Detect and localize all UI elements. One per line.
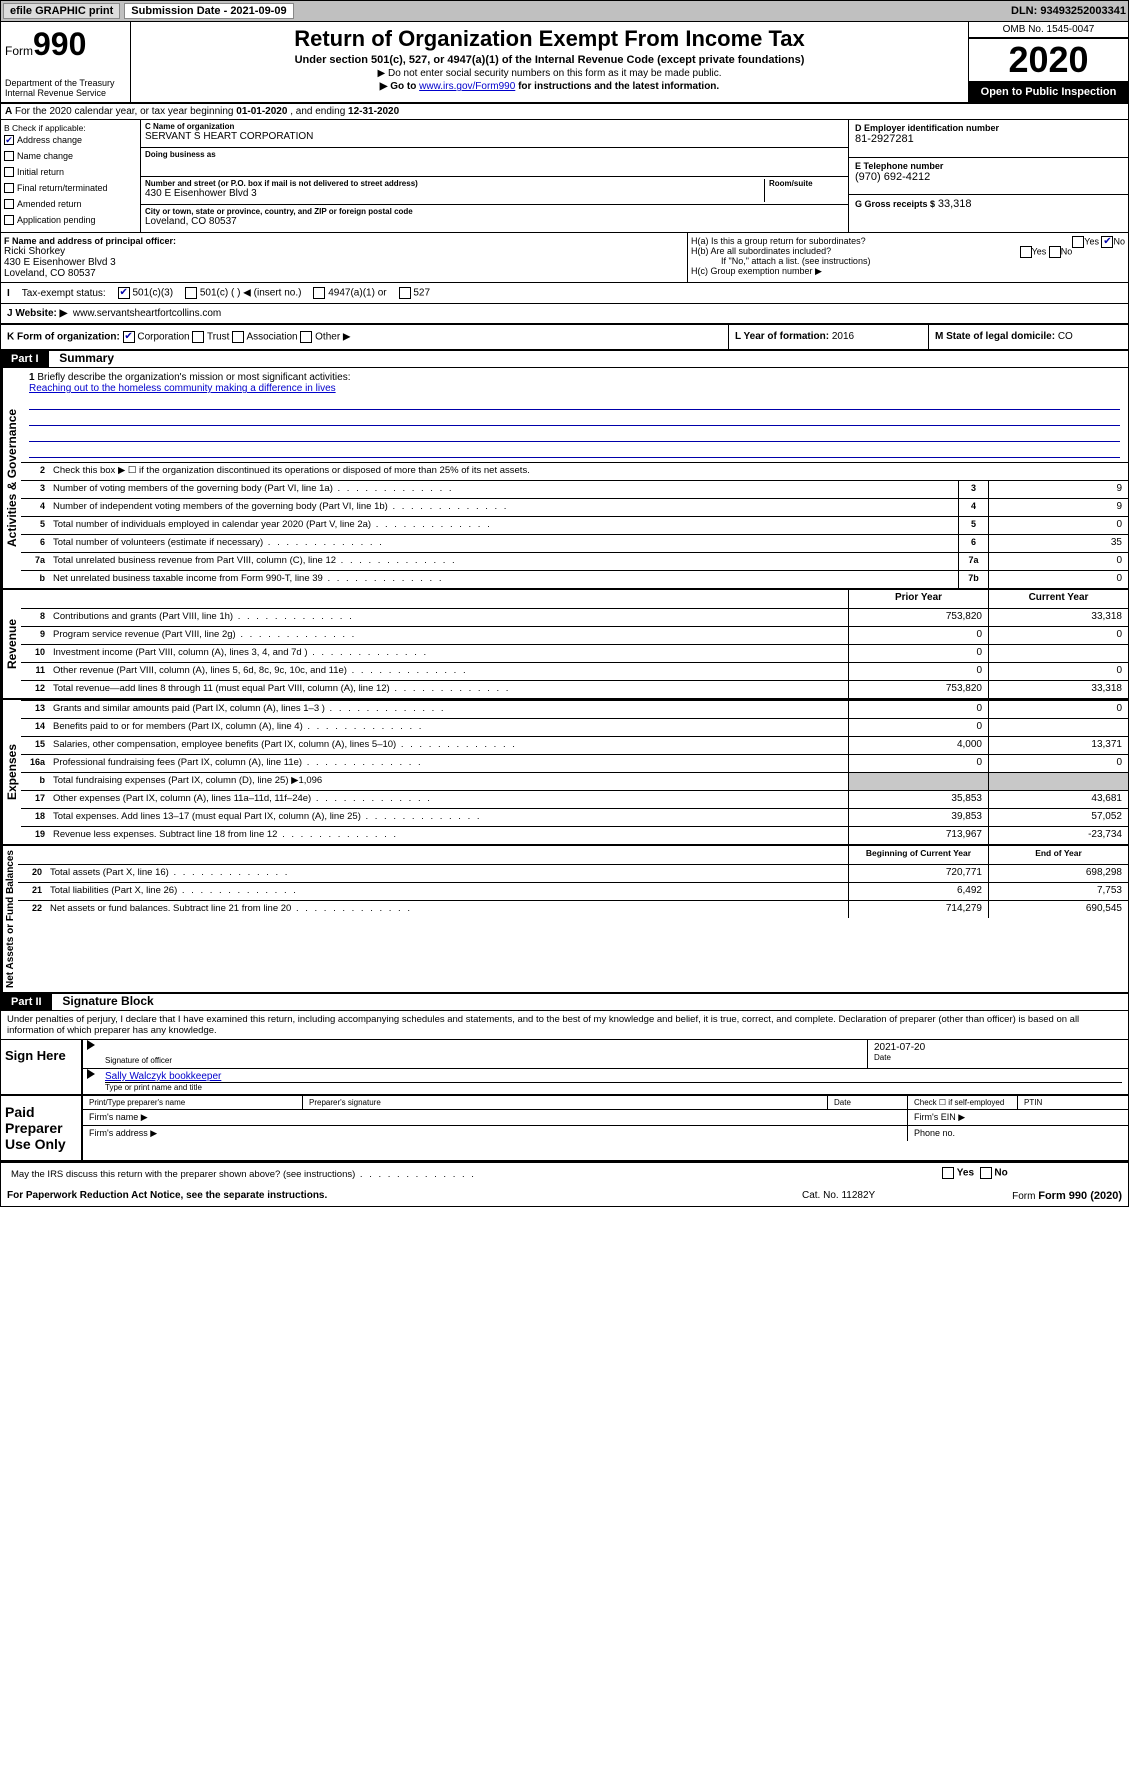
gross-receipts: 33,318 — [938, 198, 972, 210]
officer-address: 430 E Eisenhower Blvd 3 Loveland, CO 805… — [4, 257, 684, 279]
527-checkbox[interactable] — [399, 287, 411, 299]
omb-number: OMB No. 1545-0047 — [969, 22, 1128, 38]
discuss-row: May the IRS discuss this return with the… — [1, 1162, 1128, 1186]
checkbox-address-change[interactable]: Address change — [4, 133, 137, 147]
line-12: 12Total revenue—add lines 8 through 11 (… — [21, 680, 1128, 698]
arrow-icon — [87, 1069, 95, 1079]
trust-checkbox[interactable] — [192, 331, 204, 343]
department: Department of the Treasury Internal Reve… — [5, 78, 126, 98]
expenses-tab: Expenses — [1, 700, 21, 844]
line-7a: 7aTotal unrelated business revenue from … — [21, 552, 1128, 570]
sig-date: 2021-07-20 — [874, 1042, 1122, 1053]
section-a: A For the 2020 calendar year, or tax yea… — [1, 104, 1128, 120]
line-10: 10Investment income (Part VIII, column (… — [21, 644, 1128, 662]
netassets-tab: Net Assets or Fund Balances — [1, 846, 18, 992]
line-19: 19Revenue less expenses. Subtract line 1… — [21, 826, 1128, 844]
part2-header: Part II Signature Block — [1, 994, 1128, 1011]
city-state-zip: Loveland, CO 80537 — [145, 216, 844, 227]
ein: 81-2927281 — [855, 133, 1122, 145]
line-13: 13Grants and similar amounts paid (Part … — [21, 700, 1128, 718]
other-checkbox[interactable] — [300, 331, 312, 343]
line-21: 21Total liabilities (Part X, line 26)6,4… — [18, 882, 1128, 900]
tax-year: 2020 — [969, 38, 1128, 82]
line-22: 22Net assets or fund balances. Subtract … — [18, 900, 1128, 918]
topbar: efile GRAPHIC print Submission Date - 20… — [1, 1, 1128, 22]
line-8: 8Contributions and grants (Part VIII, li… — [21, 608, 1128, 626]
submission-date: Submission Date - 2021-09-09 — [124, 3, 293, 19]
checkbox-application-pending[interactable]: Application pending — [4, 213, 137, 227]
revenue-section: Revenue Prior Year Current Year 8Contrib… — [1, 590, 1128, 700]
dln: DLN: 93493252003341 — [1011, 5, 1126, 17]
line-5: 5Total number of individuals employed in… — [21, 516, 1128, 534]
501c3-checkbox[interactable] — [118, 287, 130, 299]
section-i: I Tax-exempt status: 501(c)(3) 501(c) ( … — [1, 283, 1128, 304]
revenue-tab: Revenue — [1, 590, 21, 698]
footer: For Paperwork Reduction Act Notice, see … — [1, 1186, 1128, 1206]
checkbox-name-change[interactable]: Name change — [4, 149, 137, 163]
corp-checkbox[interactable] — [123, 331, 135, 343]
mission-text: Reaching out to the homeless community m… — [29, 383, 336, 394]
block-bcd: B Check if applicable: Address changeNam… — [1, 120, 1128, 233]
form-subtitle: Under section 501(c), 527, or 4947(a)(1)… — [135, 54, 964, 66]
sign-here-block: Sign Here Signature of officer 2021-07-2… — [1, 1040, 1128, 1096]
state-domicile: CO — [1058, 331, 1073, 342]
line-4: 4Number of independent voting members of… — [21, 498, 1128, 516]
efile-print-button[interactable]: efile GRAPHIC print — [3, 3, 120, 19]
line-16a: 16aProfessional fundraising fees (Part I… — [21, 754, 1128, 772]
section-klm: K Form of organization: Corporation Trus… — [1, 325, 1128, 351]
governance-tab: Activities & Governance — [1, 368, 21, 588]
line-20: 20Total assets (Part X, line 16)720,7716… — [18, 864, 1128, 882]
section-c: C Name of organization SERVANT S HEART C… — [141, 120, 848, 232]
checkbox-final-return-terminated[interactable]: Final return/terminated — [4, 181, 137, 195]
perjury-statement: Under penalties of perjury, I declare th… — [1, 1011, 1128, 1040]
instr-ssn: ▶ Do not enter social security numbers o… — [135, 68, 964, 79]
section-h: H(a) Is this a group return for subordin… — [688, 233, 1128, 282]
irs-link[interactable]: www.irs.gov/Form990 — [419, 81, 515, 92]
line-18: 18Total expenses. Add lines 13–17 (must … — [21, 808, 1128, 826]
telephone: (970) 692-4212 — [855, 171, 1122, 183]
typed-name: Sally Walczyk bookkeeper — [105, 1071, 1122, 1083]
block-fh: F Name and address of principal officer:… — [1, 233, 1128, 283]
expenses-section: Expenses 13Grants and similar amounts pa… — [1, 700, 1128, 846]
checkbox-amended-return[interactable]: Amended return — [4, 197, 137, 211]
form-title: Return of Organization Exempt From Incom… — [135, 26, 964, 52]
discuss-yes-checkbox[interactable] — [942, 1167, 954, 1179]
line-7b: bNet unrelated business taxable income f… — [21, 570, 1128, 588]
form-header: Form990 Department of the Treasury Inter… — [1, 22, 1128, 104]
assoc-checkbox[interactable] — [232, 331, 244, 343]
instr-link: ▶ Go to www.irs.gov/Form990 for instruct… — [135, 81, 964, 92]
org-name: SERVANT S HEART CORPORATION — [145, 131, 844, 142]
line-15: 15Salaries, other compensation, employee… — [21, 736, 1128, 754]
website: www.servantsheartfortcollins.com — [73, 308, 221, 319]
section-degh: D Employer identification number 81-2927… — [848, 120, 1128, 232]
netassets-section: Net Assets or Fund Balances Beginning of… — [1, 846, 1128, 994]
line-9: 9Program service revenue (Part VIII, lin… — [21, 626, 1128, 644]
officer-name: Ricki Shorkey — [4, 246, 684, 257]
line-11: 11Other revenue (Part VIII, column (A), … — [21, 662, 1128, 680]
501c-checkbox[interactable] — [185, 287, 197, 299]
section-f: F Name and address of principal officer:… — [1, 233, 688, 282]
checkbox-initial-return[interactable]: Initial return — [4, 165, 137, 179]
line-b: bTotal fundraising expenses (Part IX, co… — [21, 772, 1128, 790]
form-container: efile GRAPHIC print Submission Date - 20… — [0, 0, 1129, 1207]
4947-checkbox[interactable] — [313, 287, 325, 299]
part1-header: Part I Summary — [1, 351, 1128, 368]
open-to-public: Open to Public Inspection — [969, 82, 1128, 102]
street-address: 430 E Eisenhower Blvd 3 — [145, 188, 764, 199]
line-6: 6Total number of volunteers (estimate if… — [21, 534, 1128, 552]
section-j: J Website: ▶ www.servantsheartfortcollin… — [1, 304, 1128, 325]
governance-section: Activities & Governance 1 Briefly descri… — [1, 368, 1128, 590]
section-b: B Check if applicable: Address changeNam… — [1, 120, 141, 232]
paid-preparer-block: Paid Preparer Use Only Print/Type prepar… — [1, 1096, 1128, 1162]
discuss-no-checkbox[interactable] — [980, 1167, 992, 1179]
line-14: 14Benefits paid to or for members (Part … — [21, 718, 1128, 736]
year-formation: 2016 — [832, 331, 854, 342]
arrow-icon — [87, 1040, 95, 1050]
line-17: 17Other expenses (Part IX, column (A), l… — [21, 790, 1128, 808]
line-3: 3Number of voting members of the governi… — [21, 480, 1128, 498]
form-number: Form990 — [5, 26, 126, 63]
